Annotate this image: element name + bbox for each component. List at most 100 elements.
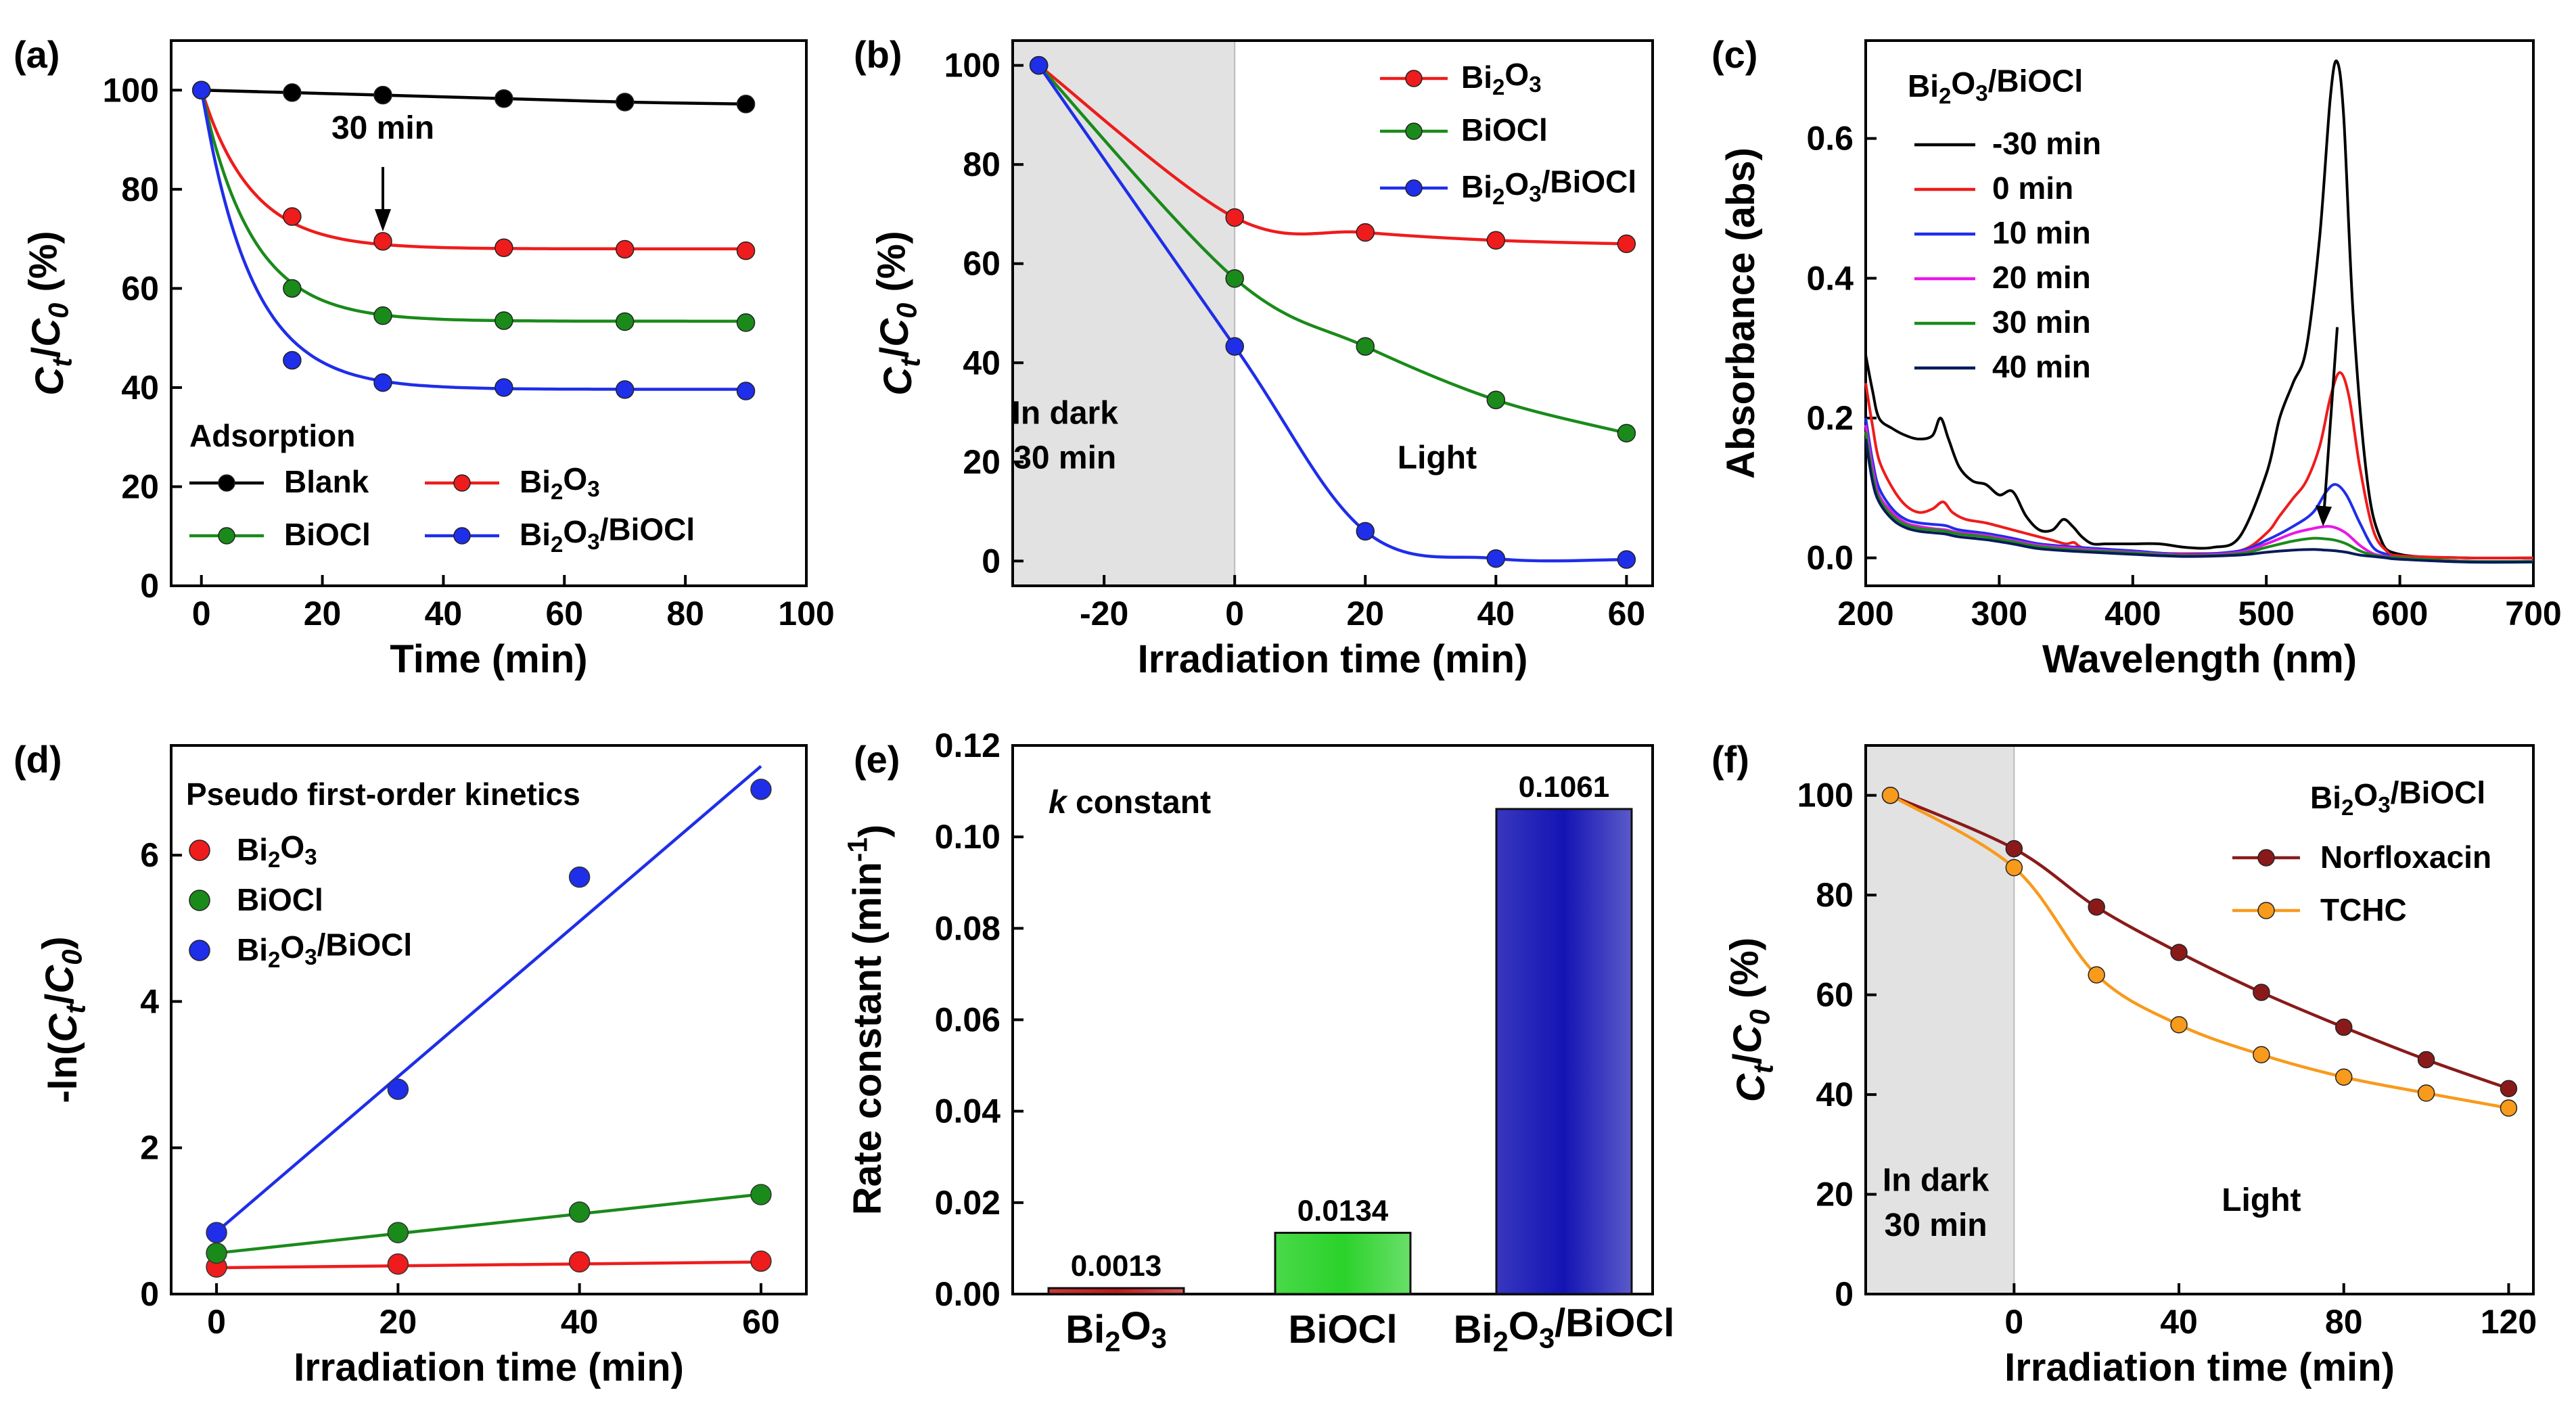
series-line	[200, 89, 746, 391]
x-tick-label: 0	[207, 1303, 226, 1341]
text-run: 3	[1539, 1322, 1555, 1354]
legend-item: TCHC	[2232, 892, 2407, 927]
annotation: Light	[1398, 440, 1477, 476]
text-run: C	[876, 367, 920, 396]
text-run: 3	[587, 477, 599, 502]
annotation: In dark	[1883, 1162, 1990, 1198]
text-run: BiOCl	[284, 517, 371, 552]
spectrum-line	[1864, 59, 2534, 560]
legend-marker	[189, 890, 210, 911]
text-run: /BiOCl	[1542, 164, 1637, 199]
text-run: 2	[268, 948, 280, 973]
text-run: 0	[43, 303, 74, 319]
data-point	[206, 1242, 227, 1264]
y-tick-label: 0	[140, 1275, 159, 1313]
text-run: 2	[1939, 84, 1951, 109]
legend-label: 30 min	[1992, 304, 2091, 340]
text-run: /	[24, 347, 68, 358]
data-point	[495, 378, 513, 397]
y-tick-label: 40	[121, 369, 159, 407]
text-run: (%)	[21, 231, 65, 302]
x-tick-label: 60	[545, 595, 583, 632]
spectrum-line	[1864, 417, 2534, 563]
data-point	[1617, 550, 1636, 569]
text-run: Bi	[1461, 169, 1492, 204]
bar-bi2o3	[1047, 1287, 1185, 1295]
text-run: O	[280, 929, 304, 965]
text-run: Bi	[237, 832, 268, 867]
plot-frame	[1011, 39, 1654, 587]
data-point	[1617, 234, 1636, 254]
y-tick-label: 100	[103, 71, 159, 109]
legend-marker	[189, 940, 210, 961]
data-point	[495, 311, 513, 330]
series-biocl	[191, 80, 756, 332]
data-point	[2417, 1084, 2435, 1102]
y-tick-label: 6	[140, 836, 159, 874]
data-point	[1029, 55, 1049, 75]
series-line	[1038, 64, 1627, 246]
bar-value-label: 0.1061	[1519, 770, 1610, 804]
fit-line	[215, 764, 762, 1233]
text-run: 2	[1493, 1326, 1509, 1358]
text-run: /BiOCl	[1555, 1301, 1674, 1345]
text-run: O	[1504, 57, 1529, 92]
legend-item: 0 min	[1914, 170, 2073, 206]
legend-item: 40 min	[1914, 349, 2091, 384]
title-rest: constant	[1067, 785, 1211, 821]
legend-title: Bi2O3/BiOCl	[1908, 63, 2083, 109]
text-run: 2	[1492, 75, 1504, 100]
data-point	[1356, 337, 1375, 356]
x-axis-label: Irradiation time (min)	[2004, 1345, 2395, 1389]
spectrum-20-min	[1864, 424, 2534, 563]
x-tick-label: 40	[561, 1303, 599, 1341]
text-run: O	[1509, 1304, 1539, 1348]
x-tick-label: 80	[2325, 1303, 2363, 1341]
data-point	[736, 382, 756, 400]
data-point	[191, 80, 211, 100]
legend-label: 20 min	[1992, 260, 2091, 295]
legend-item: Norfloxacin	[2232, 839, 2491, 875]
plot-frame	[1864, 39, 2535, 587]
data-point	[387, 1078, 409, 1100]
data-point	[736, 313, 756, 332]
legend-item: 20 min	[1914, 260, 2091, 295]
legend-label: Bi2O3	[520, 461, 600, 505]
y-tick-label: 60	[1816, 976, 1854, 1014]
text-run: Bi	[1461, 60, 1492, 95]
y-tick-label: 0.2	[1806, 399, 1854, 437]
bar-value-label: 0.0013	[1071, 1249, 1162, 1283]
x-axis-label: Time (min)	[390, 637, 587, 681]
legend-item: -30 min	[1914, 126, 2101, 161]
legend-item: BiOCl	[189, 517, 371, 552]
data-point	[615, 380, 635, 399]
text-run: C	[41, 1013, 85, 1042]
legend-label: Bi2O3	[237, 829, 317, 873]
text-run: Bi	[1065, 1308, 1105, 1352]
y-axis-label: -ln(Ct/C0)	[34, 936, 91, 1103]
data-point	[750, 1184, 772, 1205]
legend-marker	[1405, 179, 1423, 197]
data-point	[387, 1222, 409, 1243]
text-run: C	[28, 367, 72, 396]
data-point	[283, 83, 302, 102]
x-axis-label: Irradiation time (min)	[1138, 637, 1528, 681]
series-norfloxacin	[1881, 786, 2518, 1097]
data-point	[1881, 786, 1900, 804]
legend-marker	[2257, 849, 2275, 867]
data-point	[495, 238, 513, 258]
data-point	[750, 1250, 772, 1272]
data-point	[387, 1253, 409, 1275]
x-tick-label: 400	[2104, 595, 2161, 632]
y-tick-label: 0.6	[1806, 120, 1854, 158]
series-bi2o3-biocl	[1029, 55, 1636, 569]
y-axis-label: Absorbance (abs)	[1719, 147, 1763, 479]
text-run: )	[34, 936, 78, 949]
data-point	[373, 306, 392, 325]
text-run: Absorbance (abs)	[1719, 147, 1763, 479]
text-run: C	[1726, 1024, 1770, 1053]
data-point	[1356, 223, 1375, 242]
